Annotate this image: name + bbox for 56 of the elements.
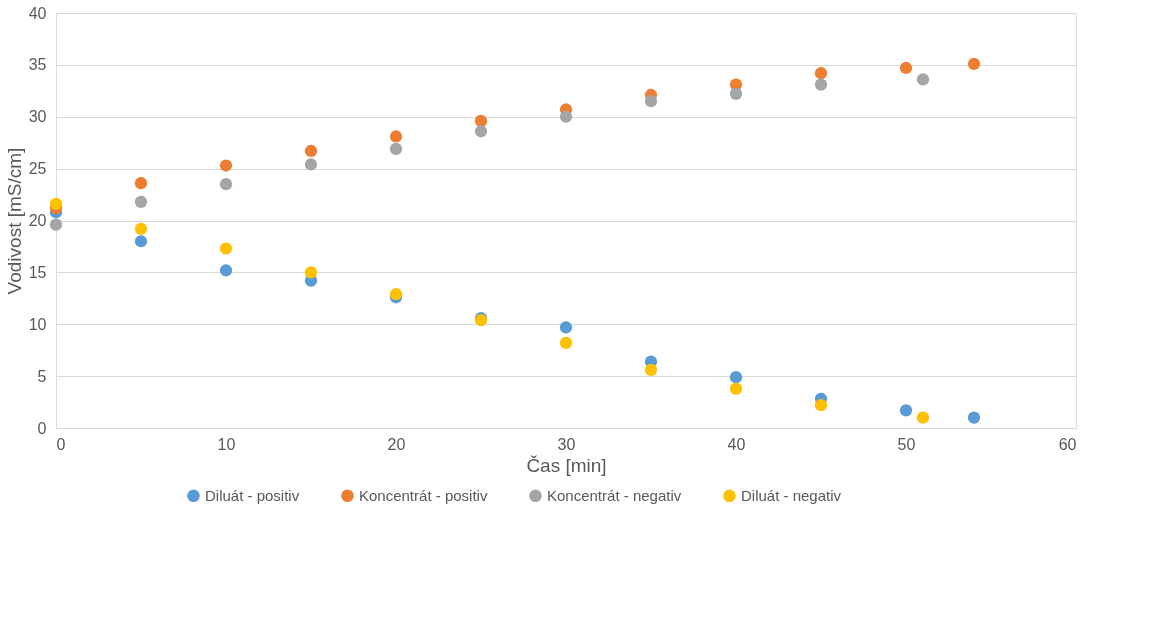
x-axis-title: Čas [min]	[526, 454, 607, 476]
point	[474, 114, 488, 128]
y-tick-label: 25	[28, 160, 47, 178]
point	[967, 411, 981, 424]
y-tick-label: 30	[28, 108, 47, 126]
y-tick-label: 35	[28, 56, 47, 74]
legend-label: Koncentrát - positiv	[359, 486, 488, 504]
point	[644, 95, 658, 108]
point	[559, 321, 573, 334]
y-tick-label: 5	[37, 367, 47, 385]
point	[916, 411, 930, 424]
point	[644, 363, 658, 377]
point	[729, 382, 743, 395]
point	[389, 142, 403, 156]
legend-label: Koncentrát - negativ	[547, 486, 682, 504]
point	[916, 73, 930, 86]
point	[134, 195, 148, 208]
point	[304, 266, 318, 279]
point	[389, 130, 403, 143]
point	[49, 197, 63, 211]
point	[219, 242, 233, 255]
x-tick-label: 10	[217, 435, 236, 453]
point	[814, 67, 828, 80]
y-tick-label: 10	[28, 315, 47, 333]
y-tick-label: 20	[28, 212, 47, 229]
point	[219, 178, 233, 191]
point	[474, 125, 488, 138]
x-tick-label: 30	[557, 435, 576, 453]
point	[134, 222, 148, 235]
legend-label: Diluát - positiv	[205, 486, 300, 504]
point	[814, 78, 828, 91]
point	[899, 61, 913, 75]
y-tick-label: 0	[37, 419, 47, 437]
point	[219, 159, 233, 172]
point	[729, 87, 743, 101]
x-tick-label: 40	[727, 435, 746, 453]
y-tick-label: 15	[28, 263, 47, 281]
x-tick-label: 60	[1058, 435, 1077, 453]
point	[729, 371, 743, 384]
point	[967, 57, 981, 70]
point	[559, 336, 573, 350]
point	[219, 264, 233, 277]
point	[304, 158, 318, 171]
point	[814, 399, 828, 412]
point	[899, 404, 913, 417]
x-tick-label: 20	[387, 435, 406, 453]
x-tick-label: 50	[897, 435, 916, 453]
point	[304, 144, 318, 158]
point	[49, 218, 63, 231]
x-tick-label: 0	[56, 435, 66, 453]
y-tick-label: 40	[28, 4, 47, 22]
point	[134, 235, 148, 248]
y-axis-title: Vodivost [mS/cm]	[3, 147, 25, 295]
legend-label: Diluát - negativ	[741, 486, 842, 504]
point	[559, 110, 573, 123]
point	[134, 177, 148, 190]
